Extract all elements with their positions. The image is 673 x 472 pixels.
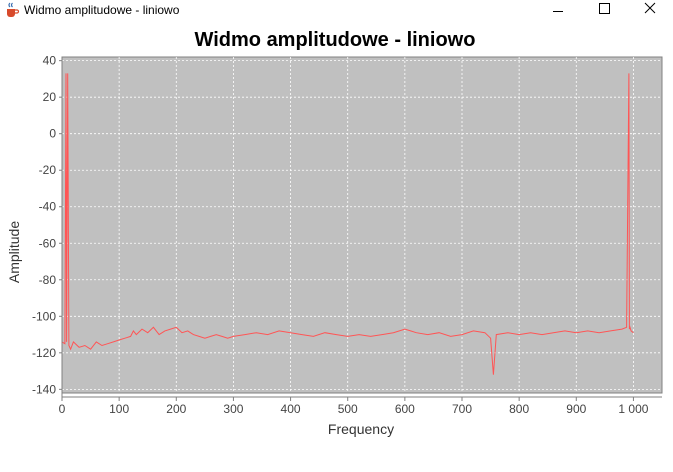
maximize-icon [599,3,610,14]
y-axis: 40 20 0 -20 -40 -60 -80 -100 -120 -140 [32,54,63,397]
y-axis-label: Amplitude [6,221,22,283]
y-tick-label: 0 [49,127,56,141]
y-tick-label: -120 [32,346,56,360]
plot-background [61,56,663,394]
y-tick-label: -140 [32,382,56,396]
x-tick-label: 1 000 [618,402,648,416]
x-tick-label: 400 [281,402,301,416]
spectrum-chart: Widmo amplitudowe - liniowo 40200-20-40-… [6,29,663,437]
y-tick-label: -60 [39,236,57,250]
window-titlebar: Widmo amplitudowe - liniowo [0,0,673,22]
chart-title: Widmo amplitudowe - liniowo [195,29,476,51]
x-tick-label: 800 [509,402,529,416]
x-tick-label: 200 [166,402,186,416]
chart-panel: Widmo amplitudowe - liniowo 40 20 0 -20 -40-… [0,22,673,467]
window-title: Widmo amplitudowe - liniowo [24,3,180,17]
x-tick-label: 900 [566,402,586,416]
minimize-icon [553,11,563,12]
close-button[interactable] [627,0,673,22]
minimize-button[interactable] [535,0,581,22]
y-tick-label: 40 [43,54,57,68]
x-tick-label: 100 [109,402,129,416]
java-cup-icon [7,2,20,17]
y-tick-label: -100 [32,309,56,323]
x-tick-label: 600 [395,402,415,416]
y-tick-label: -20 [39,163,57,177]
spectrum-line [61,73,634,375]
x-tick-label: 700 [452,402,472,416]
y-tick-label: -40 [39,200,57,214]
plot-area [61,56,663,394]
x-tick-label: 0 [59,402,66,416]
maximize-button[interactable] [581,0,627,22]
y-tick-label: -80 [39,273,57,287]
x-axis: 0 100 200 300 400 500 600 700 800 900 1 000 [59,396,662,416]
y-tick-label: 20 [43,90,57,104]
x-axis-label: Frequency [328,421,394,437]
x-tick-label: 500 [338,402,358,416]
x-tick-label: 300 [223,402,243,416]
close-icon [644,2,656,14]
